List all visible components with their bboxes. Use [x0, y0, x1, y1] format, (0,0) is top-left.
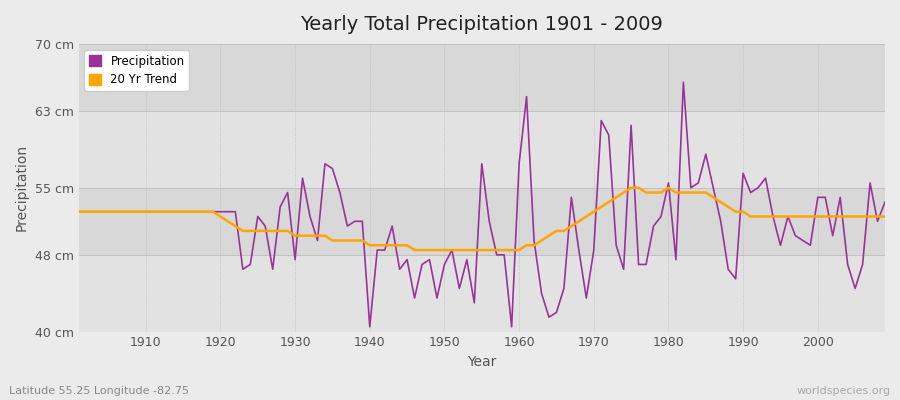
20 Yr Trend [626, 185, 636, 190]
Precipitation [514, 161, 525, 166]
Text: Latitude 55.25 Longitude -82.75: Latitude 55.25 Longitude -82.75 [9, 386, 189, 396]
Precipitation [364, 324, 375, 329]
20 Yr Trend [73, 209, 84, 214]
X-axis label: Year: Year [467, 355, 497, 369]
20 Yr Trend [521, 243, 532, 248]
Precipitation [521, 94, 532, 99]
Bar [78, 255, 885, 332]
Bar [78, 111, 885, 188]
20 Yr Trend [342, 238, 353, 243]
Title: Yearly Total Precipitation 1901 - 2009: Yearly Total Precipitation 1901 - 2009 [301, 15, 663, 34]
Bar [78, 44, 885, 111]
Precipitation [611, 243, 622, 248]
20 Yr Trend [133, 209, 144, 214]
Precipitation [73, 209, 84, 214]
Line: Precipitation: Precipitation [78, 82, 885, 327]
Precipitation [879, 200, 890, 204]
Y-axis label: Precipitation: Precipitation [15, 144, 29, 231]
Text: worldspecies.org: worldspecies.org [796, 386, 891, 396]
Legend: Precipitation, 20 Yr Trend: Precipitation, 20 Yr Trend [85, 50, 189, 91]
20 Yr Trend [879, 214, 890, 219]
Bar [78, 188, 885, 255]
Precipitation [297, 176, 308, 180]
Precipitation [678, 80, 688, 85]
20 Yr Trend [297, 233, 308, 238]
Precipitation [133, 209, 144, 214]
Precipitation [342, 224, 353, 228]
20 Yr Trend [611, 195, 622, 200]
Line: 20 Yr Trend: 20 Yr Trend [78, 188, 885, 250]
20 Yr Trend [410, 248, 420, 252]
20 Yr Trend [514, 248, 525, 252]
